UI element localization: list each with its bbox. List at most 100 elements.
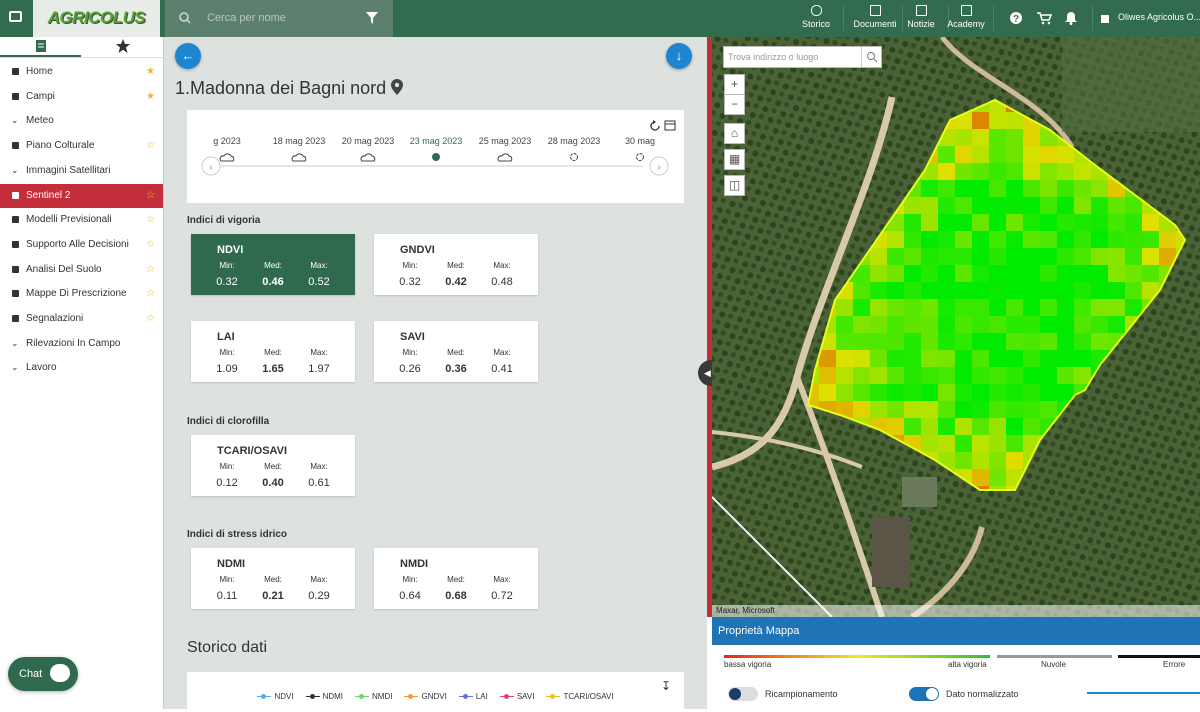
ndvi-cell [1006, 282, 1023, 299]
index-card[interactable]: NMDI Min: 0.64 Med: 0.68 Max: 0.72 [374, 548, 538, 609]
tab-list-icon[interactable] [35, 40, 47, 52]
map-search[interactable]: Trova indirizzo o luogo [723, 46, 882, 68]
ndvi-cell [1023, 418, 1040, 435]
chevron: ⌄ [11, 115, 19, 126]
toggle-switch[interactable] [909, 687, 939, 701]
favorite-star[interactable]: ☆ [146, 140, 155, 152]
toggle-switch[interactable] [728, 687, 758, 701]
legend-label: TCARI/OSAVI [563, 692, 614, 701]
map-search-placeholder: Trova indirizzo o luogo [728, 52, 819, 62]
nav-icon [915, 5, 927, 16]
menu-item[interactable]: Segnalazioni ☆ [0, 307, 163, 331]
chat-button[interactable]: Chat [8, 657, 78, 691]
menu-label: Piano Colturale [26, 140, 95, 152]
timeline-date[interactable]: 25 mag 2023 [478, 136, 532, 146]
index-card[interactable]: NDVI Min: 0.32 Med: 0.46 Max: 0.52 [191, 234, 355, 295]
nav-item[interactable]: Notizie [891, 4, 951, 29]
favorite-star[interactable]: ☆ [146, 214, 155, 226]
back-button[interactable]: ← [175, 43, 201, 69]
menu-item[interactable]: Modelli Previsionali ☆ [0, 208, 163, 232]
menu-item[interactable]: Piano Colturale ☆ [0, 134, 163, 158]
menu-icon [12, 265, 19, 273]
layers-button[interactable]: ◫ [724, 175, 745, 196]
menu-item[interactable]: ⌄ Rilevazioni In Campo [0, 332, 163, 356]
group-title: Indici di stress idrico [187, 529, 288, 540]
favorite-star[interactable]: ☆ [146, 313, 155, 324]
favorite-star[interactable]: ☆ [146, 288, 155, 300]
ndvi-cell [1006, 265, 1023, 282]
logo-box: AGRICOLUS [33, 0, 160, 37]
legend-dot [261, 693, 267, 699]
timeline-date[interactable]: 18 mag 2023 [272, 136, 326, 146]
favorite-star[interactable]: ☆ [146, 263, 155, 275]
index-card[interactable]: NDMI Min: 0.11 Med: 0.21 Max: 0.29 [191, 548, 355, 609]
timeline-date[interactable]: 28 mag 2023 [547, 136, 601, 146]
ndvi-cell [989, 197, 1006, 214]
menu-item[interactable]: Supporto Alle Decisioni ☆ [0, 233, 163, 257]
menu-toggle[interactable] [9, 11, 22, 22]
menu-item[interactable]: ⌄ Immagini Satellitari [0, 159, 163, 183]
stat-value: 1.97 [308, 363, 330, 375]
legend-icon [305, 693, 320, 700]
search-box[interactable]: Cerca per nome [165, 0, 393, 37]
menu-item[interactable]: Sentinel 2 ☆ [0, 183, 163, 208]
nav-item[interactable]: Storico [786, 4, 846, 29]
nav-item[interactable]: Documenti [845, 4, 905, 29]
favorite-star[interactable]: ★ [146, 90, 155, 102]
index-card[interactable]: SAVI Min: 0.26 Med: 0.36 Max: 0.41 [374, 321, 538, 382]
stat-label: Med: [447, 348, 465, 357]
timeline-date[interactable]: 20 mag 2023 [341, 136, 395, 146]
ndvi-cell [904, 333, 921, 350]
ndvi-cell [1040, 231, 1057, 248]
favorite-star[interactable]: ☆ [146, 189, 155, 201]
menu-item[interactable]: ⌄ Meteo [0, 109, 163, 133]
tab-favorites-icon[interactable] [116, 39, 130, 53]
ndvi-cell [1074, 163, 1091, 180]
menu-item[interactable]: Campi ★ [0, 85, 163, 109]
ndvi-cell [887, 282, 904, 299]
ndvi-cell [1023, 367, 1040, 384]
zoom-in[interactable]: + [724, 74, 745, 95]
legend-item[interactable]: NMDI [355, 692, 392, 701]
ndvi-cell [1074, 299, 1091, 316]
ndvi-cell [989, 350, 1006, 367]
legend-item[interactable]: LAI [458, 692, 488, 701]
ndvi-cell [989, 299, 1006, 316]
ndvi-cell [1057, 265, 1074, 282]
favorite-star[interactable]: ★ [146, 66, 155, 77]
index-card[interactable]: GNDVI Min: 0.32 Med: 0.42 Max: 0.48 [374, 234, 538, 295]
menu-item[interactable]: Home ★ [0, 60, 163, 84]
index-card[interactable]: LAI Min: 1.09 Med: 1.65 Max: 1.97 [191, 321, 355, 382]
timeline-date[interactable]: 30 mag [624, 136, 656, 146]
legend-item[interactable]: TCARI/OSAVI [546, 692, 614, 701]
user-name[interactable]: Oliwes Agricolus O... [1118, 12, 1200, 22]
menu-item[interactable]: Analisi Del Suolo ☆ [0, 258, 163, 282]
ndvi-cell [955, 367, 972, 384]
grid-button[interactable]: ▦ [724, 149, 745, 170]
legend-item[interactable]: NDMI [305, 692, 343, 701]
cloud-icon [291, 153, 307, 162]
legend-item[interactable]: GNDVI [404, 692, 447, 701]
zoom-out[interactable]: − [724, 94, 745, 115]
download-button[interactable]: ↓ [666, 43, 692, 69]
menu-item[interactable]: Mappe Di Prescrizione ☆ [0, 282, 163, 306]
nav-item[interactable]: Academy [936, 4, 996, 29]
legend-item[interactable]: NDVI [257, 692, 294, 701]
favorite-star[interactable]: ☆ [146, 238, 155, 250]
legend-item[interactable]: SAVI [499, 692, 534, 701]
stat-value: 0.46 [262, 276, 284, 288]
timeline-date[interactable]: g 2023 [213, 136, 241, 146]
index-card[interactable]: TCARI/OSAVI Min: 0.12 Med: 0.40 Max: 0.61 [191, 435, 355, 496]
timeline-date[interactable]: 23 mag 2023 [409, 136, 463, 146]
ndvi-cell [1142, 214, 1159, 231]
slider[interactable] [1087, 692, 1200, 694]
menu-icon [12, 290, 19, 298]
menu-item[interactable]: ⌄ Lavoro [0, 356, 163, 380]
ndvi-cell [1091, 333, 1108, 350]
history-download[interactable]: ↧ [661, 679, 672, 693]
home-button[interactable]: ⌂ [724, 123, 745, 144]
ndvi-cell [1023, 384, 1040, 401]
filter-icon[interactable] [366, 12, 378, 24]
ndvi-cell [955, 129, 972, 146]
sidebar: Home ★ Campi ★ ⌄ Meteo Piano Colturale ☆ ⌄ Immagi… [0, 37, 164, 709]
